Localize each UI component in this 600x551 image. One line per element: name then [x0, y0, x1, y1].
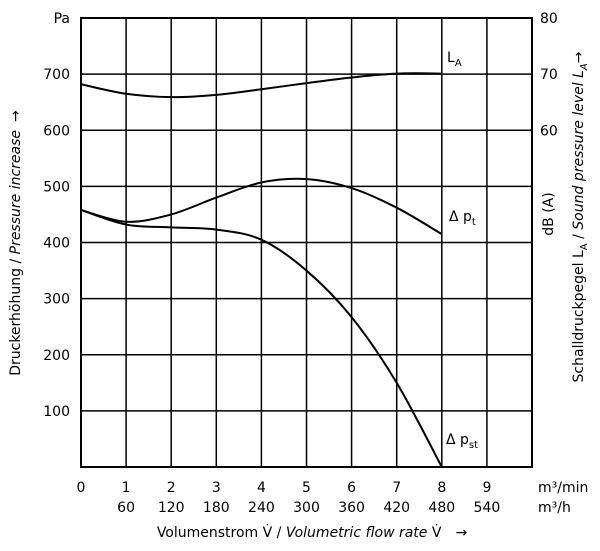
y-label-de: Druckerhöhung /	[8, 254, 24, 375]
x2-tick-label: 60	[117, 500, 135, 516]
x-tick-label: 8	[437, 480, 446, 496]
x-label-de: Volumenstrom V̇ /	[157, 524, 286, 541]
y-label-arrow: →	[8, 110, 24, 122]
y2-tick-label: 60	[540, 123, 558, 139]
x-tick-label: 6	[347, 480, 356, 496]
series-label: LA	[447, 50, 462, 69]
curve	[80, 208, 443, 468]
y-tick-label: 300	[43, 292, 70, 308]
y-tick-label: 100	[43, 404, 70, 420]
y2-tick-label: 70	[540, 67, 558, 83]
y-axis-label: Druckerhöhung / Pressure increase →	[8, 110, 24, 376]
x2-tick-label: 120	[158, 500, 185, 516]
series-sub: A	[455, 58, 462, 69]
x2-tick-label: 180	[203, 500, 230, 516]
x-unit: m³/min	[538, 480, 588, 496]
x2-tick-label: 240	[248, 500, 275, 516]
x-tick-label: 4	[257, 480, 266, 496]
series-sub: st	[469, 440, 478, 451]
y2-label-sub: A	[579, 243, 590, 250]
curve	[80, 177, 443, 235]
y-tick-label: 600	[43, 123, 70, 139]
x-label-symbol: V̇	[427, 524, 441, 541]
curve	[80, 72, 442, 99]
x-tick-label: 7	[392, 480, 401, 496]
x2-tick-label: 420	[383, 500, 410, 516]
y-tick-label: 700	[43, 67, 70, 83]
y2-label-sub: A	[579, 63, 590, 71]
x-tick-label: 1	[122, 480, 131, 496]
x2-tick-label: 540	[474, 500, 501, 516]
series-name: Δ p	[446, 432, 469, 448]
x-tick-label: 0	[77, 480, 86, 496]
x2-tick-label: 360	[338, 500, 365, 516]
y2-label-en: Sound pressure level L	[571, 70, 587, 230]
series-sub: t	[472, 217, 476, 228]
x2-tick-label: 300	[293, 500, 320, 516]
y-tick-label: 500	[43, 179, 70, 195]
x-tick-label: 3	[212, 480, 221, 496]
series-label: Δ pt	[449, 209, 476, 228]
y-tick-label: Pa	[54, 11, 70, 27]
series-label: Δ pst	[446, 432, 478, 451]
x-tick-label: 9	[482, 480, 491, 496]
y2-label-de: Schalldruckpegel L	[571, 250, 587, 382]
series-name: L	[447, 50, 455, 66]
x-label-arrow: →	[455, 525, 467, 541]
x-tick-label: 5	[302, 480, 311, 496]
y-tick-label: 400	[43, 236, 70, 252]
x2-unit: m³/h	[538, 500, 571, 516]
x-label-en: Volumetric flow rate	[286, 525, 428, 541]
series-name: Δ p	[449, 209, 472, 225]
x-tick-label: 2	[167, 480, 176, 496]
y2-label-sep: /	[571, 230, 587, 244]
y2-unit: dB (A)	[541, 192, 557, 235]
y2-label-arrow: →	[571, 51, 587, 63]
y2-tick-label: 80	[540, 11, 558, 27]
x-axis-label: Volumenstrom V̇ / Volumetric flow rate V…	[157, 524, 468, 541]
x2-tick-label: 480	[428, 500, 455, 516]
y2-axis-label: Schalldruckpegel LA / Sound pressure lev…	[571, 51, 590, 382]
y-tick-label: 200	[43, 348, 70, 364]
y-label-en: Pressure increase	[8, 130, 24, 254]
